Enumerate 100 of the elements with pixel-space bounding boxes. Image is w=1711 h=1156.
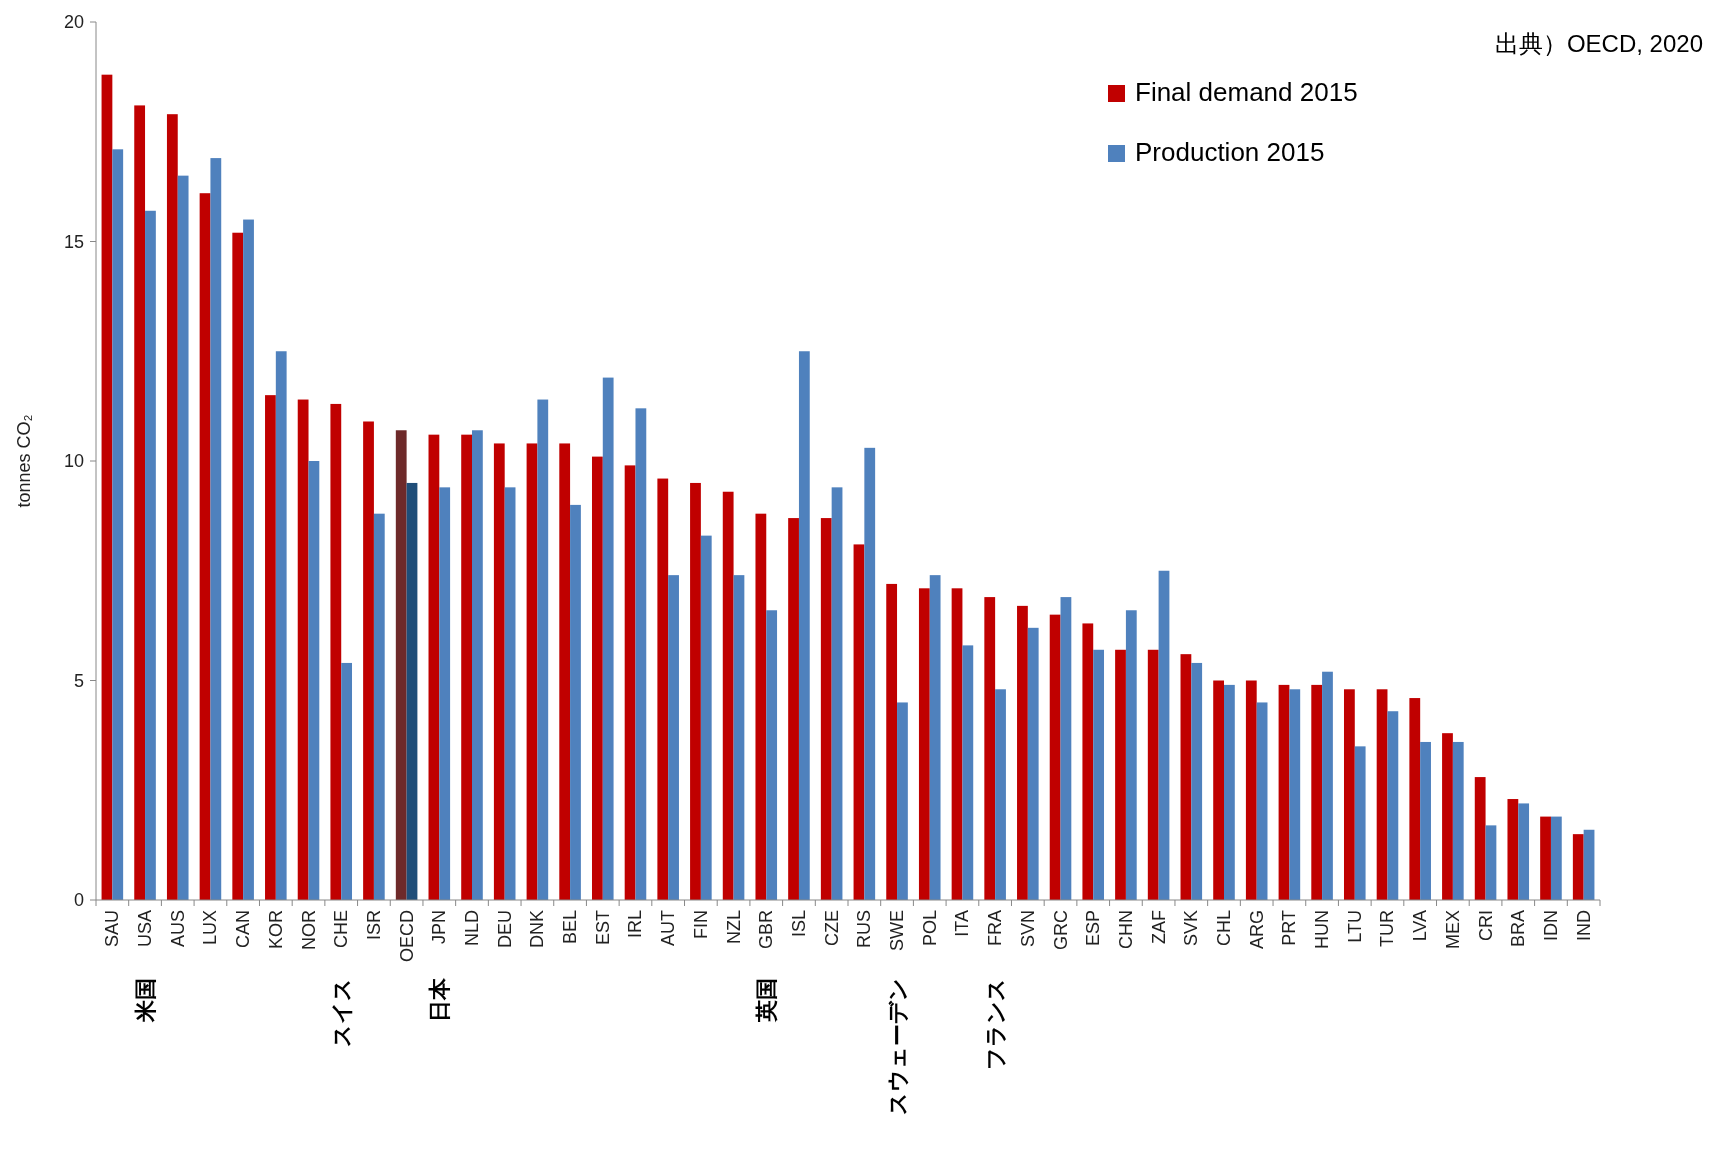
bar bbox=[210, 158, 222, 900]
bar bbox=[831, 487, 843, 900]
x-tick-label: FIN bbox=[690, 910, 711, 939]
bar bbox=[1518, 803, 1530, 900]
bar bbox=[864, 447, 876, 900]
bar bbox=[755, 513, 767, 900]
bar bbox=[668, 575, 679, 900]
bar bbox=[722, 491, 734, 900]
x-tick-label: CZE bbox=[821, 910, 842, 946]
text: フランス bbox=[983, 978, 1009, 1070]
x-tick-label: AUT bbox=[658, 910, 679, 946]
bar bbox=[1093, 649, 1105, 900]
x-tick-label: GRC bbox=[1050, 910, 1071, 950]
bar bbox=[657, 478, 669, 900]
x-tick-label: ESP bbox=[1083, 910, 1104, 947]
bar bbox=[1224, 684, 1235, 900]
y-tick-label: 0 bbox=[73, 890, 84, 910]
bar bbox=[1060, 597, 1072, 900]
bar bbox=[341, 662, 353, 900]
x-tick-label: SVK bbox=[1181, 910, 1202, 947]
text: スイス bbox=[329, 978, 355, 1047]
bar bbox=[504, 487, 516, 900]
x-tick-label: CHN bbox=[1115, 910, 1136, 949]
bar bbox=[1289, 689, 1301, 900]
bar bbox=[1158, 570, 1170, 900]
bar bbox=[733, 575, 745, 900]
x-tick-label: CRI bbox=[1475, 910, 1496, 941]
bar bbox=[1278, 684, 1290, 900]
legend-label: Production 2015 bbox=[1135, 137, 1325, 167]
bar bbox=[602, 377, 614, 900]
bar bbox=[788, 518, 799, 900]
bar bbox=[166, 114, 178, 900]
bar bbox=[134, 105, 146, 900]
x-tick-label: FRA bbox=[985, 910, 1006, 946]
bar bbox=[798, 351, 810, 900]
bar bbox=[700, 535, 712, 900]
x-tick-label: AUS bbox=[167, 910, 188, 948]
bar bbox=[1256, 702, 1268, 900]
x-tick-label: IDN bbox=[1540, 910, 1561, 941]
bar bbox=[297, 399, 309, 900]
x-tick-label: BRA bbox=[1508, 910, 1529, 948]
x-tick-label: ISL bbox=[788, 910, 809, 938]
x-tick-label: EST bbox=[592, 910, 613, 946]
text: スウェーデン bbox=[885, 978, 911, 1115]
x-tick-label: PRT bbox=[1279, 910, 1300, 946]
x-tick-label: BEL bbox=[560, 910, 581, 945]
bar bbox=[1115, 649, 1126, 900]
x-tick-label: SAU bbox=[102, 910, 123, 948]
x-tick-label: HUN bbox=[1312, 910, 1333, 949]
bar bbox=[275, 351, 287, 900]
bar bbox=[406, 482, 418, 900]
bar bbox=[1583, 829, 1595, 900]
x-tick-label: NLD bbox=[462, 910, 482, 947]
bar bbox=[308, 461, 320, 900]
x-tick-label: ZAF bbox=[1148, 910, 1169, 944]
bar bbox=[1540, 816, 1551, 900]
bar bbox=[1387, 711, 1399, 900]
bar bbox=[112, 149, 124, 900]
bar bbox=[265, 395, 276, 900]
text: 米国 bbox=[133, 978, 159, 1023]
bar bbox=[395, 430, 407, 900]
bar bbox=[1049, 614, 1061, 900]
x-tick-label: JPN bbox=[429, 910, 450, 945]
bar bbox=[145, 210, 156, 900]
x-tick-label: SWE bbox=[887, 910, 908, 952]
bar bbox=[1572, 834, 1584, 900]
bar bbox=[1420, 741, 1431, 900]
x-tick-label: SVN bbox=[1017, 910, 1038, 948]
bar bbox=[1191, 662, 1203, 900]
y-tick-label: 15 bbox=[63, 231, 84, 252]
bar bbox=[897, 702, 908, 900]
y-axis-title: tonnes CO₂ bbox=[14, 414, 34, 508]
bar bbox=[330, 403, 342, 900]
bar bbox=[570, 504, 581, 900]
bar bbox=[1245, 680, 1257, 900]
bar bbox=[1180, 654, 1192, 900]
x-tick-label: DEU bbox=[494, 910, 515, 949]
x-tick-label: TUR bbox=[1377, 910, 1398, 947]
x-tick-label: LVA bbox=[1410, 910, 1431, 942]
x-tick-label: CAN bbox=[233, 910, 254, 949]
bar bbox=[559, 443, 571, 900]
x-tick-label: NZL bbox=[723, 910, 744, 945]
x-tick-label: LTU bbox=[1344, 910, 1365, 943]
bar bbox=[635, 408, 647, 900]
bar bbox=[461, 434, 472, 900]
x-tick-label: IND bbox=[1573, 910, 1594, 941]
y-tick-label: 10 bbox=[63, 451, 84, 471]
x-tick-label: ITA bbox=[952, 910, 973, 937]
bar bbox=[984, 597, 996, 900]
bar bbox=[690, 482, 701, 900]
bar bbox=[1322, 671, 1333, 900]
bar bbox=[1125, 610, 1137, 900]
bar bbox=[1343, 689, 1355, 900]
x-tick-label: LUX bbox=[200, 910, 221, 946]
x-tick-label: POL bbox=[919, 910, 940, 947]
bar bbox=[1376, 689, 1388, 900]
bar bbox=[101, 74, 113, 900]
x-tick-label: CHL bbox=[1214, 910, 1234, 947]
bar bbox=[995, 689, 1006, 900]
bar bbox=[428, 434, 440, 900]
